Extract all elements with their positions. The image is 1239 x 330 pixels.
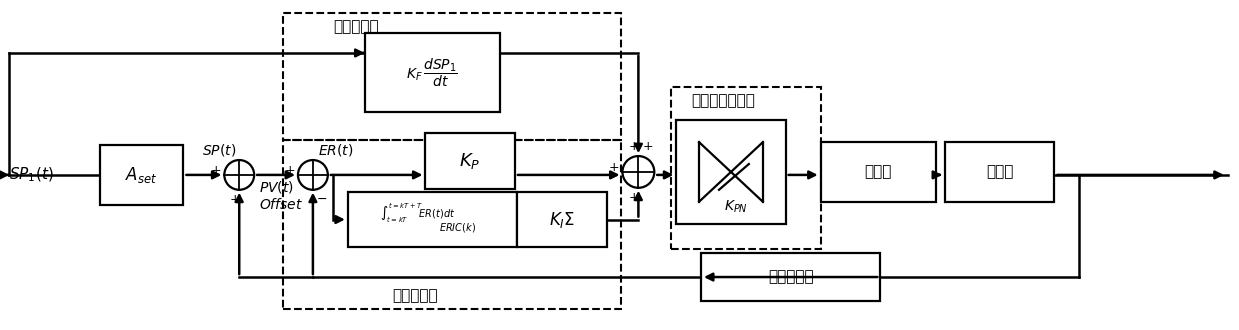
Text: +: +: [230, 193, 240, 206]
Text: $Offset$: $Offset$: [259, 197, 304, 212]
Bar: [282, 13, 622, 140]
Text: +: +: [629, 191, 639, 204]
Text: +: +: [642, 140, 653, 153]
Bar: [517, 192, 607, 247]
Text: 伺服阀: 伺服阀: [865, 164, 892, 180]
Text: $PV(t)$: $PV(t)$: [259, 179, 294, 195]
Bar: [672, 87, 820, 249]
Text: +: +: [629, 140, 639, 153]
Text: $K_I\Sigma$: $K_I\Sigma$: [549, 210, 575, 230]
Text: $ER(t)$: $ER(t)$: [318, 142, 353, 158]
Text: +: +: [211, 164, 222, 178]
Bar: [676, 120, 786, 223]
Text: $SP(t)$: $SP(t)$: [202, 142, 237, 158]
Text: +: +: [608, 161, 620, 175]
Bar: [364, 33, 501, 113]
Text: $K_{PN}$: $K_{PN}$: [724, 198, 748, 215]
Text: $K_P$: $K_P$: [460, 151, 481, 171]
Text: $A_{set}$: $A_{set}$: [125, 165, 157, 185]
Text: $K_F\,\dfrac{dSP_1}{dt}$: $K_F\,\dfrac{dSP_1}{dt}$: [406, 56, 458, 89]
Bar: [945, 142, 1054, 202]
Text: 位移传感器: 位移传感器: [768, 270, 814, 284]
Bar: [100, 145, 183, 205]
Text: $SP_1(t)$: $SP_1(t)$: [10, 166, 55, 184]
Text: −: −: [317, 193, 327, 206]
Bar: [701, 253, 880, 301]
Bar: [348, 192, 517, 247]
Text: 闭环控制器: 闭环控制器: [393, 288, 439, 303]
Text: 液压缸: 液压缸: [986, 164, 1014, 180]
Bar: [820, 142, 935, 202]
Text: $ERIC(k)$: $ERIC(k)$: [439, 221, 476, 234]
Text: 阀门正反向控制: 阀门正反向控制: [691, 94, 755, 109]
Text: 预估控制器: 预估控制器: [333, 19, 378, 34]
Bar: [282, 140, 622, 309]
Bar: [425, 133, 515, 189]
Text: $\int_{t=kT}^{t=kT+T}\!ER(t)dt$: $\int_{t=kT}^{t=kT+T}\!ER(t)dt$: [379, 202, 455, 225]
Text: +: +: [285, 164, 295, 178]
